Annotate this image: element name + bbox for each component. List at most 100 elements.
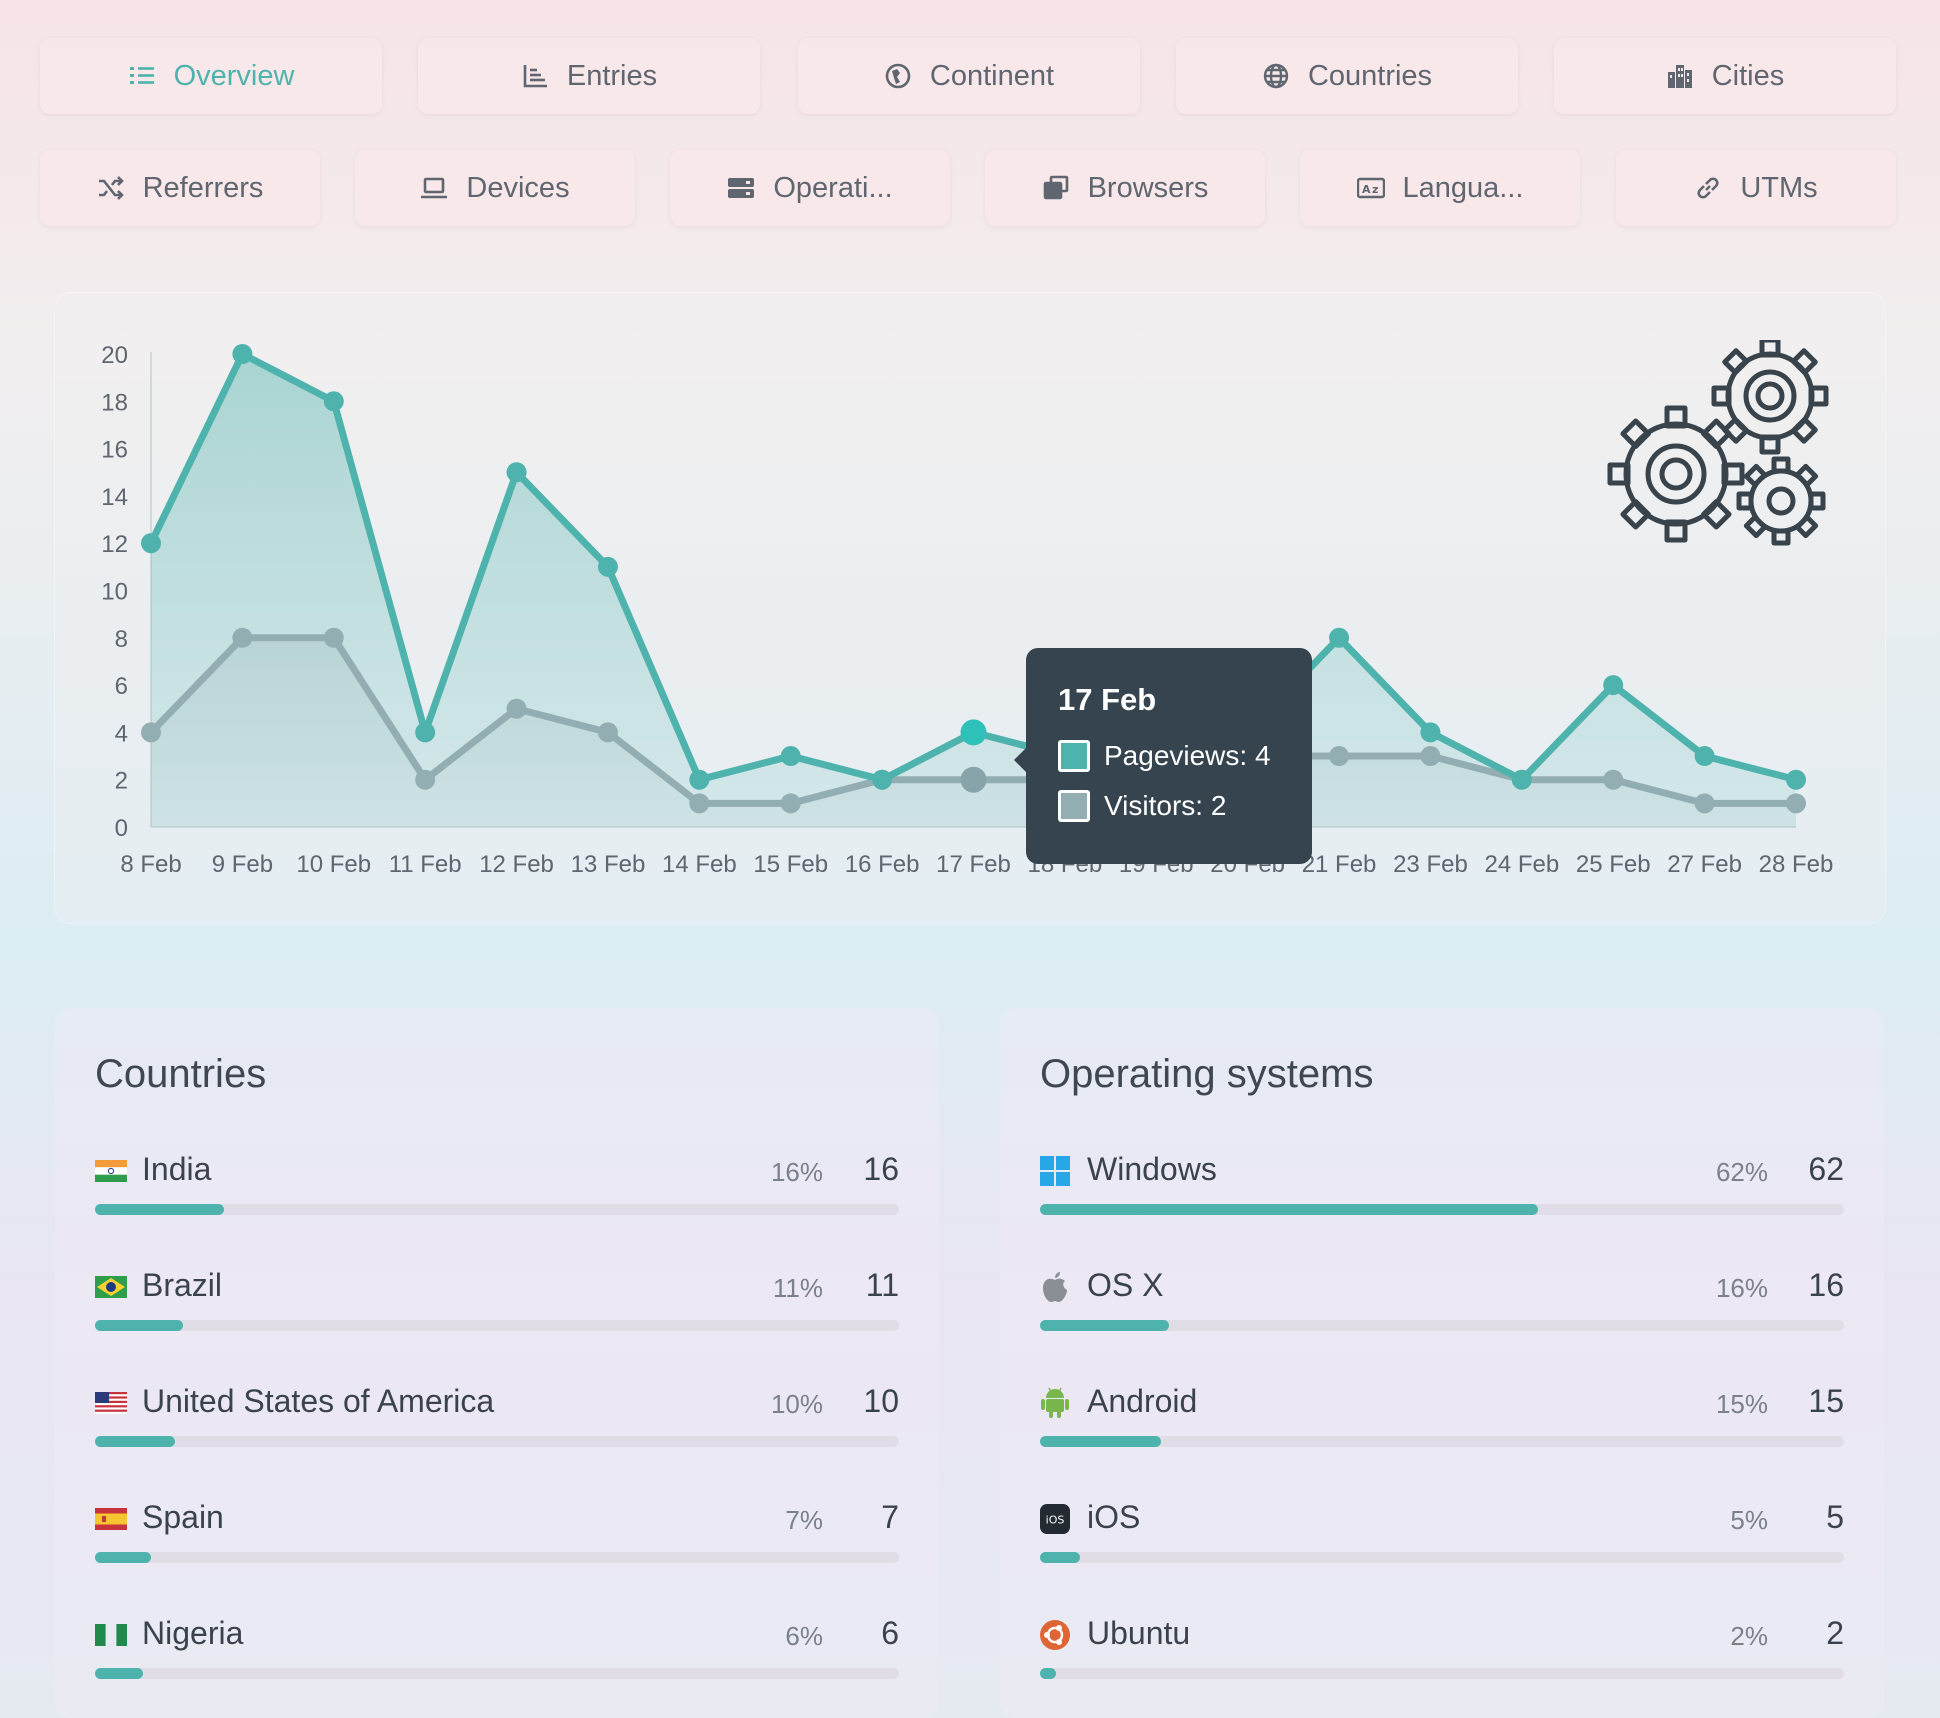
tab-overview[interactable]: Overview xyxy=(40,38,382,114)
x-tick-label: 8 Feb xyxy=(120,851,181,878)
y-tick-label: 14 xyxy=(101,484,128,511)
laptop-icon xyxy=(420,174,448,202)
count: 2 xyxy=(1826,1615,1844,1651)
list-item[interactable]: OS X 16% 16 xyxy=(1040,1267,1844,1347)
list-item[interactable]: United States of America 10% 10 xyxy=(95,1383,899,1463)
list-item[interactable]: iOS iOS 5% 5 xyxy=(1040,1499,1844,1579)
country-name: Nigeria xyxy=(142,1615,244,1651)
x-tick-label: 24 Feb xyxy=(1484,851,1559,878)
tab-countries[interactable]: Countries xyxy=(1176,38,1518,114)
primary-tab-bar: Overview Entries Continent Countries Cit… xyxy=(0,38,1940,114)
country-name: United States of America xyxy=(142,1383,495,1419)
pageviews-area xyxy=(151,354,1796,827)
pageviews-point xyxy=(1511,769,1532,790)
globe-africa-icon xyxy=(884,62,912,90)
usa-flag-icon xyxy=(95,1387,127,1419)
tab-label: Devices xyxy=(466,171,570,204)
progress-fill xyxy=(95,1204,224,1215)
percentage: 11% xyxy=(772,1273,823,1303)
progress-fill xyxy=(1040,1436,1161,1447)
tab-continent[interactable]: Continent xyxy=(798,38,1140,114)
progress-fill xyxy=(95,1552,152,1563)
country-name: India xyxy=(142,1151,212,1187)
tab-entries[interactable]: Entries xyxy=(418,38,760,114)
list-item[interactable]: India 16% 16 xyxy=(95,1151,899,1231)
tooltip-title: 17 Feb xyxy=(1058,682,1157,717)
progress-track xyxy=(1040,1436,1844,1447)
tab-utms[interactable]: UTMs xyxy=(1616,150,1896,226)
visitors-point xyxy=(597,722,618,743)
x-tick-label: 16 Feb xyxy=(845,851,920,878)
progress-fill xyxy=(95,1668,144,1679)
visitors-point xyxy=(415,769,436,790)
visitors-point xyxy=(960,766,987,793)
progress-track xyxy=(1040,1552,1844,1563)
shuffle-icon xyxy=(97,174,125,202)
os-name: Ubuntu xyxy=(1087,1615,1191,1651)
pageviews-point xyxy=(1329,627,1350,648)
tab-label: UTMs xyxy=(1740,171,1818,204)
pageviews-point xyxy=(1603,675,1624,696)
percentage: 16% xyxy=(1715,1273,1768,1303)
pageviews-point xyxy=(597,556,618,577)
ubuntu-icon xyxy=(1040,1619,1072,1651)
tab-browsers[interactable]: Browsers xyxy=(985,150,1265,226)
progress-track xyxy=(95,1552,899,1563)
pageviews-point xyxy=(780,746,801,767)
visitors-point xyxy=(323,627,344,648)
count: 62 xyxy=(1808,1151,1844,1187)
pageviews-point xyxy=(415,722,436,743)
visitors-point xyxy=(1329,746,1350,767)
bar-chart-icon xyxy=(521,62,549,90)
tab-operating-systems[interactable]: Operati... xyxy=(670,150,950,226)
visitors-point xyxy=(1694,793,1715,814)
y-tick-label: 16 xyxy=(101,437,128,464)
pageviews-point xyxy=(323,391,344,412)
list-item[interactable]: Android 15% 15 xyxy=(1040,1383,1844,1463)
tab-label: Referrers xyxy=(142,171,264,204)
percentage: 10% xyxy=(770,1389,823,1419)
os-name: OS X xyxy=(1087,1267,1164,1303)
tab-label: Browsers xyxy=(1087,171,1209,204)
tooltip-row-pageviews: Pageviews: 4 xyxy=(1058,740,1280,772)
os-name: Windows xyxy=(1087,1151,1217,1187)
y-tick-label: 10 xyxy=(101,579,128,606)
y-tick-label: 18 xyxy=(101,389,128,416)
pageviews-point xyxy=(960,719,987,746)
list-item[interactable]: Windows 62% 62 xyxy=(1040,1151,1844,1231)
list-icon xyxy=(128,62,156,90)
progress-track xyxy=(95,1436,899,1447)
tab-label: Overview xyxy=(173,59,295,92)
tab-cities[interactable]: Cities xyxy=(1554,38,1896,114)
pageviews-point xyxy=(1786,769,1806,790)
list-item[interactable]: Nigeria 6% 6 xyxy=(95,1615,899,1695)
percentage: 6% xyxy=(785,1621,823,1651)
tab-referrers[interactable]: Referrers xyxy=(40,150,320,226)
tab-label: Operati... xyxy=(773,171,893,204)
count: 6 xyxy=(881,1615,899,1651)
progress-track xyxy=(95,1668,899,1679)
pageviews-point xyxy=(689,769,710,790)
list-item[interactable]: Brazil 11% 11 xyxy=(95,1267,899,1347)
x-tick-label: 10 Feb xyxy=(296,851,371,878)
list-item[interactable]: Ubuntu 2% 2 xyxy=(1040,1615,1844,1695)
country-name: Brazil xyxy=(142,1267,223,1303)
tab-label: Continent xyxy=(929,59,1055,92)
visitors-area xyxy=(151,637,1796,827)
tooltip-arrow xyxy=(1014,748,1026,772)
x-tick-label: 27 Feb xyxy=(1667,851,1742,878)
x-tick-label: 11 Feb xyxy=(389,851,462,878)
progress-fill xyxy=(1040,1204,1539,1215)
tab-devices[interactable]: Devices xyxy=(355,150,635,226)
chart-tooltip: 17 Feb Pageviews: 4 Visitors: 2 xyxy=(1014,648,1312,864)
list-item[interactable]: Spain 7% 7 xyxy=(95,1499,899,1579)
panel-title: Operating systems xyxy=(1040,1052,1374,1096)
count: 5 xyxy=(1826,1499,1844,1535)
y-tick-label: 0 xyxy=(115,815,128,842)
x-tick-label: 12 Feb xyxy=(479,851,554,878)
country-name: Spain xyxy=(142,1499,224,1535)
visitors-point xyxy=(689,793,710,814)
y-tick-label: 8 xyxy=(115,626,128,653)
progress-fill xyxy=(1040,1552,1081,1563)
